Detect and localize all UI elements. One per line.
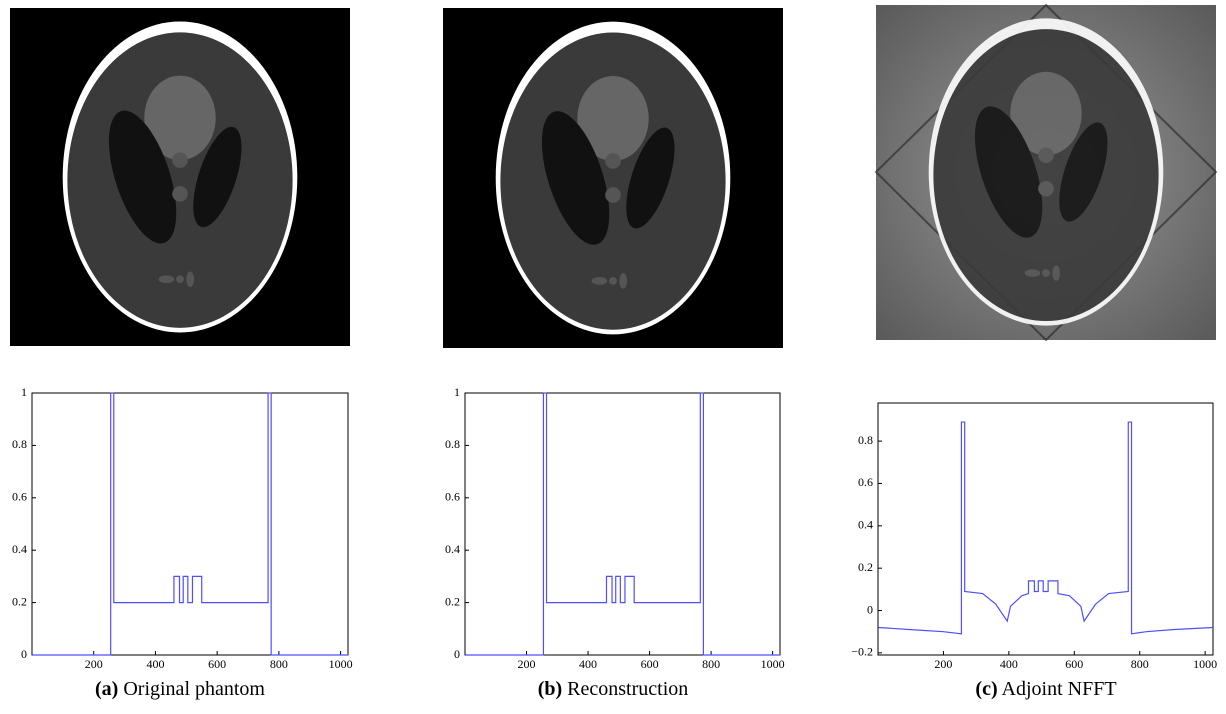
data-line [32, 392, 348, 656]
x-tick-label: 800 [702, 657, 720, 671]
caption-title: Original phantom [123, 678, 265, 700]
caption-label: (b) [538, 678, 562, 700]
x-tick-label: 200 [85, 657, 103, 671]
x-tick-label: 800 [1131, 657, 1149, 671]
x-tick-label: 800 [270, 657, 288, 671]
y-tick-label: 0.6 [858, 475, 873, 489]
caption: (b) Reconstruction [538, 678, 689, 700]
y-tick-label: 0.8 [858, 433, 873, 447]
reconstruction-image [443, 8, 783, 348]
y-tick-label: 0.4 [858, 518, 873, 532]
caption-title: Reconstruction [567, 678, 688, 700]
y-tick-label: 0.6 [445, 490, 460, 504]
y-tick-label: 0 [21, 647, 27, 661]
x-tick-label: 600 [1065, 657, 1083, 671]
y-tick-label: 1 [21, 385, 27, 399]
caption-label: (a) [95, 678, 118, 700]
x-tick-label: 1000 [1193, 657, 1217, 671]
y-tick-label: 0.2 [445, 594, 460, 608]
data-line [878, 421, 1214, 635]
y-tick-label: 0.4 [12, 542, 27, 556]
x-tick-label: 600 [641, 657, 659, 671]
x-tick-label: 400 [579, 657, 597, 671]
x-tick-label: 400 [146, 657, 164, 671]
caption: (c) Adjoint NFFT [975, 678, 1116, 700]
y-tick-label: 0 [454, 647, 460, 661]
x-tick-label: 1000 [329, 657, 353, 671]
y-tick-label: 0.8 [12, 437, 27, 451]
y-tick-label: 0.4 [445, 542, 460, 556]
caption-title: Adjoint NFFT [1002, 678, 1117, 700]
x-tick-label: 600 [208, 657, 226, 671]
plot-frame [877, 402, 1214, 656]
y-tick-label: 0 [867, 602, 873, 616]
adjoint-image [874, 3, 1218, 342]
y-tick-label: 0.8 [445, 437, 460, 451]
data-line [465, 392, 780, 656]
phantom-image [10, 8, 350, 346]
plot-frame [31, 392, 349, 656]
plot-frame [464, 392, 781, 656]
x-tick-label: 1000 [761, 657, 785, 671]
x-tick-label: 200 [934, 657, 952, 671]
y-tick-label: −0.2 [851, 645, 873, 659]
y-tick-label: 0.2 [858, 560, 873, 574]
y-tick-label: 1 [454, 385, 460, 399]
x-tick-label: 200 [518, 657, 536, 671]
caption-label: (c) [975, 678, 997, 700]
y-tick-label: 0.2 [12, 594, 27, 608]
x-tick-label: 400 [1000, 657, 1018, 671]
y-tick-label: 0.6 [12, 490, 27, 504]
caption: (a) Original phantom [95, 678, 265, 700]
